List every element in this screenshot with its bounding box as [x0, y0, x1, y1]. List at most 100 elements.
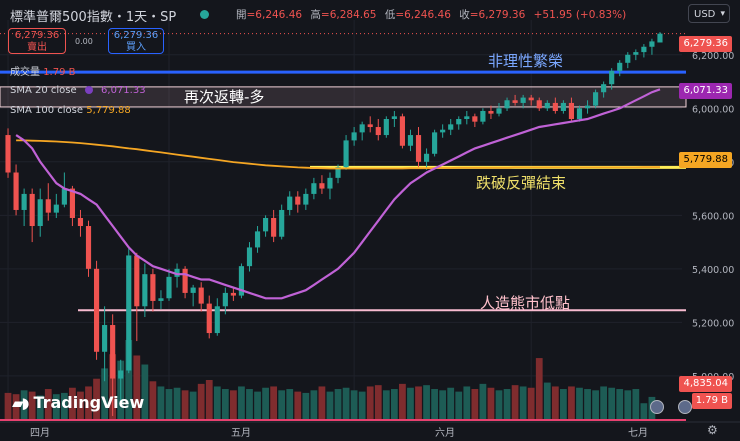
volume-bar	[551, 386, 559, 420]
tradingview-logo[interactable]: ▰◗ TradingView	[12, 393, 144, 412]
y-tick-label: 5,600.00	[692, 211, 734, 222]
legend-sma20-value: 6,071.33	[101, 85, 146, 96]
candle-body	[77, 217, 84, 227]
candle-body	[182, 268, 188, 293]
candle-body	[287, 196, 293, 210]
volume-bar	[189, 391, 197, 420]
candle-body	[5, 135, 11, 173]
legend-sma20-label: SMA 20 close	[10, 85, 77, 96]
volume-bar	[334, 389, 342, 420]
volume-value-tag: 1.79 B	[691, 393, 732, 409]
volume-bar	[342, 387, 350, 420]
candle-body	[198, 287, 204, 304]
candle-body	[625, 54, 631, 63]
volume-bar	[133, 355, 141, 420]
high-value: =6,284.65	[320, 9, 377, 21]
candle-body	[93, 268, 100, 352]
candle-body	[21, 193, 27, 210]
volume-bar	[535, 358, 543, 420]
volume-bar	[431, 389, 438, 420]
volume-bar	[415, 386, 422, 420]
volume-bar	[60, 392, 68, 420]
candle-body	[263, 217, 269, 232]
visibility-icon[interactable]	[84, 86, 93, 94]
volume-bar	[20, 390, 28, 420]
event-flag-icon[interactable]	[678, 400, 692, 414]
buy-button[interactable]: 6,279.36 買入	[108, 28, 164, 54]
candle-body	[246, 247, 253, 267]
candle-body	[142, 274, 148, 307]
legend-volume[interactable]: 成交量 1.79 B	[10, 63, 76, 78]
candle-body	[118, 370, 124, 379]
candle-body	[568, 102, 575, 119]
currency-selector[interactable]: USD ▾	[688, 4, 730, 23]
volume-bar	[278, 390, 286, 420]
candle-body	[53, 204, 59, 213]
candle-body	[190, 287, 196, 293]
y-axis: 6,200.006,000.005,800.005,600.005,400.00…	[692, 51, 734, 383]
legend-volume-value: 1.79 B	[43, 67, 76, 78]
low-label: 低	[384, 9, 396, 21]
volume-bar	[399, 383, 406, 420]
volume-level-tag: 4,835.04	[679, 376, 732, 392]
gear-icon[interactable]: ⚙	[707, 423, 718, 437]
candle-body	[254, 231, 261, 248]
y-tick-label: 6,200.00	[692, 51, 734, 62]
sma20-line	[15, 88, 661, 300]
volume-bar	[439, 390, 447, 420]
sma100-price-tag: 5,779.88	[679, 152, 732, 168]
volume-bar	[374, 385, 382, 420]
candle-body	[222, 292, 228, 307]
candle-body	[560, 102, 566, 111]
volume-bar	[527, 387, 535, 420]
annotation-irrational-exuberance[interactable]: 非理性繁榮	[488, 52, 564, 70]
legend-sma100[interactable]: SMA 100 close 5,779.88	[10, 105, 131, 116]
volume-bar	[543, 382, 551, 420]
annotation-reversal-long[interactable]: 再次返轉-多	[184, 88, 265, 106]
ohlc-readout: 開=6,246.46 高=6,284.65 低=6,246.46 收=6,279…	[236, 7, 626, 22]
volume-bar	[213, 386, 221, 420]
volume-bar	[511, 385, 519, 420]
candle-body	[383, 118, 389, 136]
volume-bar	[221, 389, 229, 420]
volume-bar	[503, 389, 511, 420]
volume-bar	[28, 391, 36, 420]
annotation-bear-market-low[interactable]: 人造熊市低點	[480, 294, 571, 312]
candle-body	[432, 132, 438, 154]
candle-body	[206, 303, 212, 334]
volume-bar	[616, 389, 624, 420]
candle-body	[166, 276, 172, 299]
last-price-tag: 6,279.36	[679, 36, 732, 52]
y-tick-label: 5,400.00	[692, 265, 734, 276]
candle-body	[399, 116, 405, 146]
volume-bar	[125, 340, 133, 420]
volume-bar	[519, 386, 527, 420]
annotation-breakdown-end[interactable]: 跌破反彈結束	[476, 174, 567, 192]
event-flag-icon[interactable]	[650, 400, 664, 414]
legend-sma20[interactable]: SMA 20 close 6,071.33	[10, 85, 146, 96]
candle-body	[110, 325, 116, 379]
change-value: +51.95 (+0.83%)	[533, 9, 627, 21]
y-tick-label: 5,200.00	[692, 318, 734, 329]
candle-body	[528, 97, 534, 101]
candle-body	[37, 199, 43, 227]
candle-body	[488, 110, 494, 114]
volume-bar	[101, 368, 108, 420]
volume-bar	[382, 390, 390, 420]
volume-bar	[560, 389, 567, 420]
x-tick-label: 五月	[231, 427, 251, 439]
buy-label: 買入	[126, 42, 146, 53]
candle-body	[520, 97, 526, 103]
volume-bar	[149, 381, 157, 420]
candle-body	[69, 188, 75, 218]
candle-body	[496, 108, 502, 114]
volume-bar	[12, 394, 20, 420]
volume-bar	[294, 391, 302, 420]
candle-body	[351, 132, 357, 141]
volume-bar	[350, 390, 358, 420]
volume-bar	[463, 386, 471, 420]
sell-button[interactable]: 6,279.36 賣出	[8, 28, 66, 54]
symbol-title[interactable]: 標準普爾500指數・1天・SP	[10, 10, 177, 25]
volume-bar	[632, 389, 640, 420]
